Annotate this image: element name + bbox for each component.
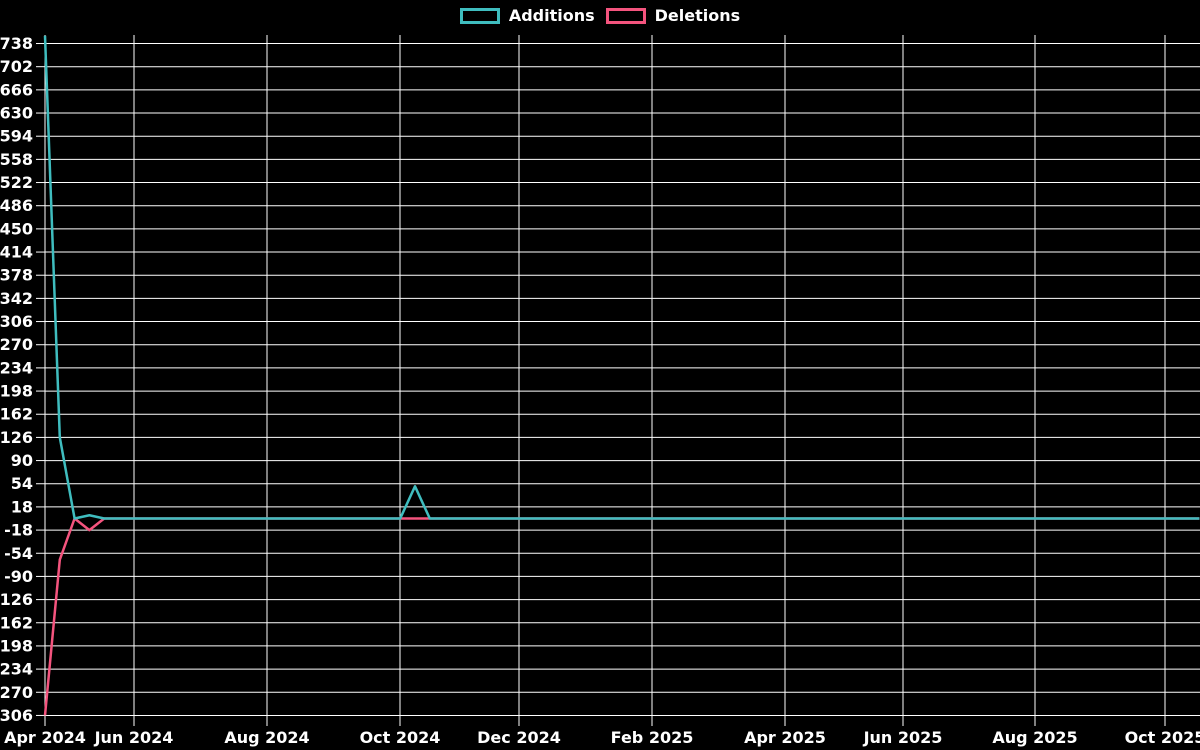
svg-text:738: 738 [0,34,33,53]
svg-text:Apr 2025: Apr 2025 [744,728,826,747]
svg-text:Aug 2025: Aug 2025 [992,728,1077,747]
svg-text:342: 342 [0,289,33,308]
svg-text:522: 522 [0,173,33,192]
svg-text:666: 666 [0,80,33,99]
svg-text:Jun 2025: Jun 2025 [863,728,943,747]
legend-label-deletions: Deletions [654,6,741,25]
svg-text:270: 270 [0,335,33,354]
svg-text:126: 126 [0,428,33,447]
svg-text:18: 18 [11,497,33,516]
y-axis-labels: 738 702 666 630 594 558 522 486 450 414 378 342 306 2… [0,34,33,725]
gridlines [36,35,1200,726]
svg-text:-198: -198 [0,636,33,655]
svg-text:378: 378 [0,266,33,285]
svg-text:-162: -162 [0,613,33,632]
svg-text:-306: -306 [0,706,33,725]
legend-item-deletions[interactable]: Deletions [605,6,741,26]
svg-text:-18: -18 [4,521,33,540]
svg-text:450: 450 [0,219,33,238]
svg-text:558: 558 [0,150,33,169]
svg-text:-54: -54 [4,544,33,563]
svg-text:Dec 2024: Dec 2024 [477,728,561,747]
x-axis-labels: Apr 2024 Jun 2024 Aug 2024 Oct 2024 Dec 2024… [4,728,1200,747]
additions-line [43,35,1200,520]
deletions-swatch-icon [605,8,646,24]
svg-text:54: 54 [11,474,33,493]
svg-text:306: 306 [0,312,33,331]
chart-legend: Additions Deletions [0,6,1200,26]
svg-text:-234: -234 [0,660,33,679]
svg-text:414: 414 [0,243,33,262]
svg-text:162: 162 [0,405,33,424]
svg-text:Aug 2024: Aug 2024 [224,728,309,747]
svg-text:594: 594 [0,127,33,146]
legend-label-additions: Additions [508,6,595,25]
deletions-line [43,517,1200,716]
svg-text:Oct 2024: Oct 2024 [360,728,441,747]
svg-text:630: 630 [0,104,33,123]
svg-text:Oct 2025: Oct 2025 [1125,728,1200,747]
svg-text:90: 90 [11,451,33,470]
svg-text:234: 234 [0,358,33,377]
svg-text:198: 198 [0,382,33,401]
svg-text:Jun 2024: Jun 2024 [94,728,174,747]
svg-text:Apr 2024: Apr 2024 [4,728,86,747]
svg-text:486: 486 [0,196,33,215]
svg-text:Feb 2025: Feb 2025 [611,728,694,747]
legend-item-additions[interactable]: Additions [459,6,595,26]
svg-text:-90: -90 [4,567,33,586]
additions-swatch-icon [459,8,500,24]
svg-text:702: 702 [0,57,33,76]
svg-text:-126: -126 [0,590,33,609]
svg-text:-270: -270 [0,683,33,702]
